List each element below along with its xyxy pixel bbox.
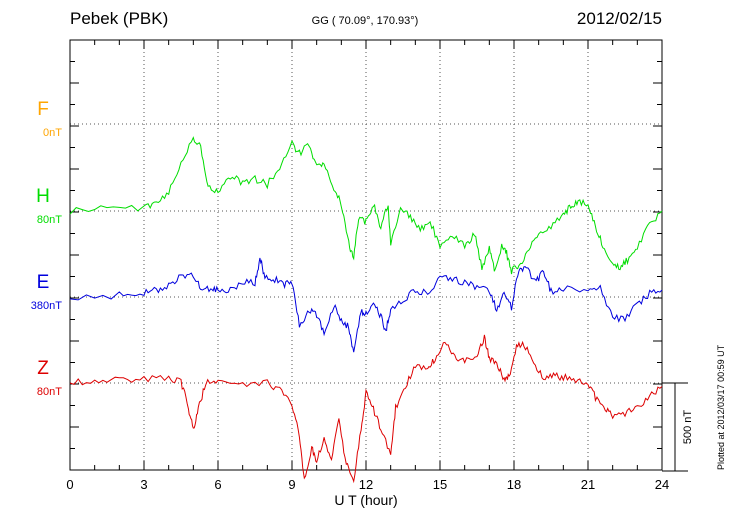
series-baseline-h: 80nT — [37, 214, 62, 226]
scale-bar-label: 500 nT — [682, 410, 694, 445]
x-tick-label: 24 — [655, 477, 669, 492]
series-group — [69, 136, 663, 484]
component-labels: F 0nT H 80nT E 380nT Z 80nT — [31, 99, 62, 398]
x-axis-title: U T (hour) — [334, 492, 397, 508]
series-line-e — [69, 257, 663, 353]
plot-grid — [70, 40, 662, 470]
x-tick-label: 12 — [359, 477, 373, 492]
series-label-z: Z — [37, 358, 49, 379]
series-baseline-f: 0nT — [43, 127, 62, 139]
series-line-z — [69, 334, 663, 484]
x-tick-label: 21 — [581, 477, 595, 492]
plotted-at-note: Plotted at 2012/03/17 00:59 UT — [716, 344, 726, 470]
scale-bar: 500 nT — [662, 382, 694, 472]
x-tick-labels: 0 3 6 9 12 15 18 21 24 — [66, 477, 669, 492]
series-baseline-e: 380nT — [31, 300, 62, 312]
station-title: Pebek (PBK) — [70, 9, 168, 28]
series-line-h — [69, 136, 663, 275]
x-tick-label: 15 — [433, 477, 447, 492]
station-coords: GG ( 70.09°, 170.93°) — [312, 15, 419, 27]
series-baseline-z: 80nT — [37, 386, 62, 398]
series-label-f: F — [37, 99, 49, 120]
series-label-e: E — [37, 272, 50, 293]
x-tick-label: 18 — [507, 477, 521, 492]
x-tick-label: 9 — [288, 477, 295, 492]
axis-ticks — [69, 40, 663, 470]
x-tick-label: 3 — [140, 477, 147, 492]
plot-date: 2012/02/15 — [577, 9, 662, 28]
series-label-h: H — [36, 186, 50, 207]
x-tick-label: 6 — [214, 477, 221, 492]
x-tick-label: 0 — [66, 477, 73, 492]
